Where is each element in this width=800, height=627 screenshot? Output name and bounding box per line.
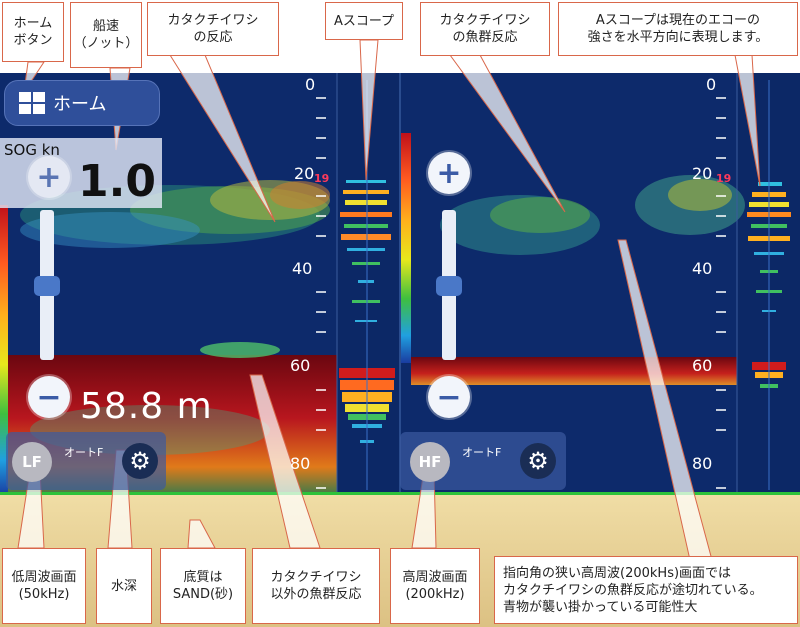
callout-other-fish-school: カタクチイワシ 以外の魚群反応 <box>252 548 380 624</box>
high-frequency-gain-minus-button[interactable]: − <box>428 376 470 418</box>
callout-home-button: ホーム ボタン <box>2 2 64 62</box>
low-frequency-color-scale <box>0 205 8 495</box>
callout-depth: 水深 <box>96 548 152 624</box>
callout-a-scope: Aスコープ <box>325 2 403 40</box>
high-frequency-gain-marker: 19 <box>716 172 732 185</box>
high-frequency-anchovy-echo <box>440 175 745 255</box>
bottom-line <box>0 492 800 495</box>
home-button[interactable]: ホーム <box>4 80 160 126</box>
callout-note: 指向角の狭い高周波(200kHs)画面では カタクチイワシの魚群反応が途切れてい… <box>494 556 798 624</box>
depth-tick-20: 20 <box>294 164 315 183</box>
sog-label: SOG kn <box>4 141 60 159</box>
depth-tick-0: 0 <box>305 75 316 94</box>
depth-tick-40-right: 40 <box>692 259 713 278</box>
high-frequency-seabed-echo <box>411 357 737 387</box>
callout-anchovy-school: カタクチイワシ の魚群反応 <box>420 2 550 56</box>
sog-readout: SOG kn 1.0 <box>0 138 162 208</box>
low-frequency-gain-marker: 19 <box>314 172 330 185</box>
depth-readout: 58.8 m <box>80 386 213 427</box>
high-frequency-gain-knob[interactable] <box>436 276 462 296</box>
low-frequency-auto-label: オートF <box>64 446 104 459</box>
high-frequency-color-scale <box>401 133 411 363</box>
depth-scale-ticks <box>316 97 726 489</box>
depth-tick-0-right: 0 <box>706 75 717 94</box>
callout-high-frequency: 高周波画面 (200kHz) <box>390 548 480 624</box>
callout-a-scope-description: Aスコープは現在のエコーの 強さを水平方向に表現します。 <box>558 2 798 56</box>
depth-tick-20-right: 20 <box>692 164 713 183</box>
depth-tick-60: 60 <box>290 356 311 375</box>
callout-sog-speed: 船速 （ノット） <box>70 2 142 68</box>
depth-tick-80: 80 <box>290 454 311 473</box>
high-frequency-mode-button[interactable]: HF <box>410 442 450 482</box>
sog-value: 1.0 <box>78 156 156 207</box>
low-frequency-ascope-bars <box>339 80 395 490</box>
depth-tick-80-right: 80 <box>692 454 713 473</box>
home-button-label: ホーム <box>53 94 107 115</box>
high-frequency-auto-label: オートF <box>462 446 502 459</box>
low-frequency-gain-minus-button[interactable]: − <box>28 376 70 418</box>
low-frequency-settings-gear-icon[interactable]: ⚙ <box>122 443 158 479</box>
home-grid-icon <box>19 92 45 114</box>
high-frequency-settings-gear-icon[interactable]: ⚙ <box>520 443 556 479</box>
callout-bottom-type: 底質は SAND(砂) <box>160 548 246 624</box>
low-frequency-gain-plus-button[interactable]: + <box>28 156 70 198</box>
high-frequency-ascope-bars <box>747 80 791 490</box>
low-frequency-mode-button[interactable]: LF <box>12 442 52 482</box>
depth-tick-60-right: 60 <box>692 356 713 375</box>
low-frequency-gain-knob[interactable] <box>34 276 60 296</box>
callout-low-frequency: 低周波画面 (50kHz) <box>2 548 86 624</box>
high-frequency-gain-plus-button[interactable]: + <box>428 152 470 194</box>
depth-tick-40: 40 <box>292 259 313 278</box>
callout-anchovy-response: カタクチイワシ の反応 <box>147 2 279 56</box>
